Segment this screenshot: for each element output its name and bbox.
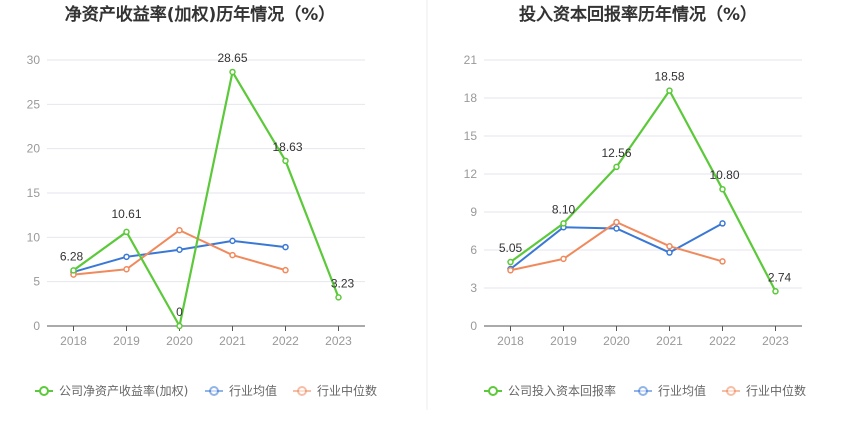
data-label: 10.61: [111, 207, 141, 221]
data-point: [176, 246, 183, 253]
data-point: [282, 266, 289, 274]
legend-label: 行业中位数: [746, 383, 806, 398]
y-tick-label: 12: [464, 167, 478, 181]
data-point: [613, 218, 620, 226]
data-label: 0: [176, 305, 183, 319]
chart-title: 净资产收益率(加权)历年情况（%）: [65, 4, 336, 25]
data-point: [176, 226, 183, 234]
legend-item-company[interactable]: 公司投入资本回报率: [484, 383, 616, 398]
data-point: [282, 157, 289, 165]
x-tick-label: 2018: [497, 334, 524, 348]
x-tick-label: 2023: [325, 334, 352, 348]
x-tick-label: 2022: [709, 334, 736, 348]
x-tick-label: 2018: [60, 334, 87, 348]
y-tick-label: 0: [33, 319, 40, 333]
legend-swatch-marker: [488, 386, 498, 396]
legend-label: 公司净资产收益率(加权): [59, 383, 188, 398]
data-point: [666, 249, 673, 256]
y-tick-label: 15: [27, 186, 41, 200]
y-tick-label: 0: [470, 319, 477, 333]
x-tick-label: 2020: [603, 334, 630, 348]
data-point: [229, 237, 236, 245]
data-point: [282, 243, 289, 251]
data-point: [335, 294, 342, 301]
data-label: 12.56: [601, 146, 631, 160]
data-point: [176, 322, 183, 330]
data-point: [719, 258, 726, 265]
y-tick-label: 18: [464, 91, 478, 105]
x-tick-label: 2019: [550, 334, 577, 348]
data-point: [123, 253, 130, 261]
data-label: 2.74: [768, 270, 792, 284]
data-point: [123, 228, 130, 236]
series-line-industry-mean: [73, 239, 286, 273]
data-label: 18.58: [654, 70, 684, 84]
data-point: [507, 258, 514, 266]
y-tick-label: 5: [33, 275, 40, 289]
legend-item-industry-mean[interactable]: 行业均值: [205, 383, 277, 398]
data-point: [666, 242, 673, 250]
data-point: [772, 288, 779, 295]
data-label: 10.80: [709, 168, 739, 182]
roic-chart-panel: 投入资本回报率历年情况（%） 0 3 6 9 12 15 18 21 2018 2019 2020 20…: [464, 4, 806, 398]
x-tick-label: 2019: [113, 334, 140, 348]
y-tick-label: 21: [464, 53, 478, 67]
data-label: 8.10: [552, 202, 576, 216]
data-point: [719, 185, 726, 193]
data-point: [123, 266, 130, 273]
data-point: [560, 255, 567, 263]
x-tick-label: 2020: [166, 334, 193, 348]
x-tick-label: 2022: [272, 334, 299, 348]
data-label: 18.63: [272, 140, 302, 154]
y-tick-label: 6: [470, 243, 477, 257]
data-label: 3.23: [331, 276, 355, 290]
data-point: [229, 68, 236, 76]
data-label: 28.65: [217, 51, 247, 65]
legend-label: 行业中位数: [317, 383, 377, 398]
chart-title: 投入资本回报率历年情况（%）: [519, 4, 757, 25]
y-tick-label: 15: [464, 129, 478, 143]
data-label: 6.28: [60, 249, 84, 263]
legend-label: 行业均值: [229, 383, 277, 398]
data-point: [613, 163, 620, 171]
data-point: [507, 267, 514, 274]
data-point: [560, 220, 567, 227]
y-tick-label: 3: [470, 281, 477, 295]
legend-swatch-marker: [209, 386, 219, 396]
y-tick-label: 25: [27, 97, 41, 111]
y-tick-label: 20: [27, 142, 41, 156]
data-point: [229, 251, 236, 259]
x-tick-label: 2023: [762, 334, 789, 348]
legend-item-company[interactable]: 公司净资产收益率(加权): [35, 383, 188, 398]
legend-swatch-marker: [297, 386, 307, 396]
y-tick-label: 10: [27, 230, 41, 244]
y-tick-label: 30: [27, 53, 41, 67]
data-point: [666, 87, 673, 94]
data-label: 5.05: [499, 241, 523, 255]
legend-swatch-marker: [638, 386, 648, 396]
data-point: [719, 220, 726, 227]
data-point: [70, 267, 77, 274]
legend-item-industry-mean[interactable]: 行业均值: [634, 383, 706, 398]
x-tick-label: 2021: [219, 334, 246, 348]
legend-item-industry-median[interactable]: 行业中位数: [722, 383, 806, 398]
legend-swatch-marker: [726, 386, 736, 396]
series-line-company: [72, 70, 340, 328]
roe-chart-panel: 净资产收益率(加权)历年情况（%） 0 5 10 15 20 25 30 2018 2019 202…: [27, 4, 377, 398]
legend-label: 行业均值: [658, 383, 706, 398]
x-tick-label: 2021: [656, 334, 683, 348]
data-point: [613, 225, 620, 232]
y-tick-label: 9: [470, 205, 477, 219]
legend-swatch-marker: [39, 386, 49, 396]
series-line-company: [509, 89, 777, 292]
legend-item-industry-median[interactable]: 行业中位数: [293, 383, 377, 398]
legend-label: 公司投入资本回报率: [508, 383, 616, 398]
